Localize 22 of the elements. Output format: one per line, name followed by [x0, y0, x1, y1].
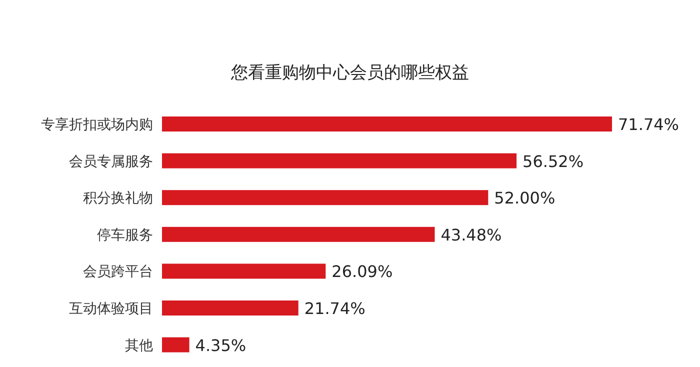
y-tick-label: 其他 — [125, 338, 153, 354]
bar — [162, 337, 190, 352]
data-label: 26.09% — [332, 262, 393, 282]
y-tick-label: 停车服务 — [97, 227, 153, 244]
chart-title: 您看重购物中心会员的哪些权益 — [230, 63, 469, 83]
bar — [162, 190, 488, 206]
bar — [162, 116, 612, 132]
data-label: 21.74% — [304, 299, 366, 318]
data-label: 43.48% — [440, 225, 502, 244]
y-tick-label: 互动体验项目 — [69, 301, 153, 317]
y-tick-label: 积分换礼物 — [83, 190, 153, 207]
data-label: 4.35% — [195, 336, 246, 355]
y-tick-label: 专享折扣或场内购 — [41, 117, 153, 133]
bar — [162, 226, 435, 242]
bar — [162, 153, 517, 168]
y-tick-label: 会员专属服务 — [69, 154, 153, 170]
data-label: 52.00% — [494, 188, 556, 208]
y-tick-label: 会员跨平台 — [83, 264, 153, 280]
data-label: 56.52% — [522, 152, 584, 171]
bar — [162, 300, 298, 316]
data-label: 71.74% — [618, 115, 680, 134]
bar — [162, 264, 326, 279]
